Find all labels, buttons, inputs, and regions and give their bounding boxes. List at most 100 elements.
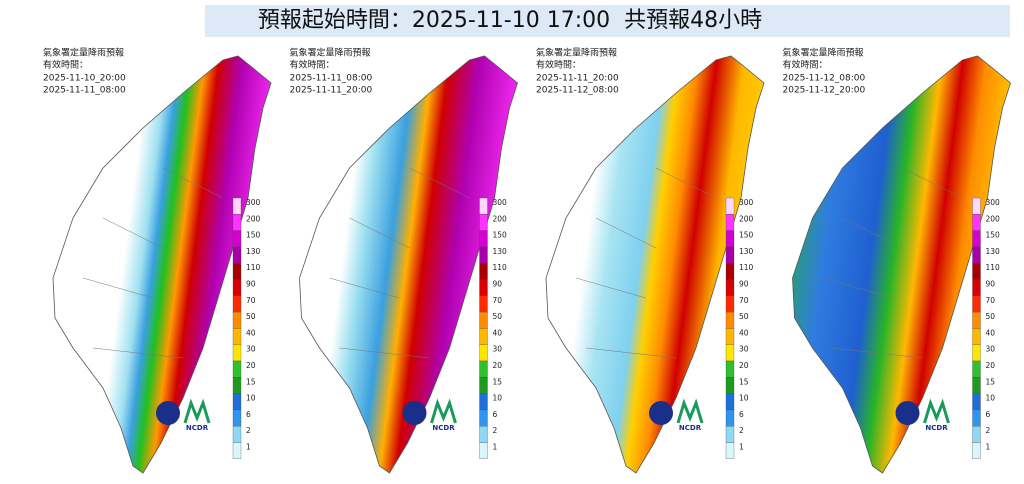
legend-swatch [232,214,242,231]
legend-label: 300 [986,198,1001,207]
legend-swatch [232,426,242,443]
legend-label: 90 [739,280,749,289]
legend-swatch [725,246,735,264]
legend-swatch [972,360,981,378]
valid-start: 2025-11-12_08:00 [783,74,866,84]
legend-swatch [479,279,488,296]
legend-swatch [972,279,981,296]
legend-swatch [232,328,242,345]
legend-label: 6 [739,410,744,419]
valid-start: 2025-11-10_20:00 [43,74,126,84]
legend-swatch [972,230,981,248]
legend-label: 90 [493,280,503,289]
header-title: 預報起始時間：2025-11-10 17:00 共預報48小時 [258,8,762,33]
legend-label: 130 [739,247,754,256]
legend-label: 20 [493,361,503,370]
legend-label: 70 [986,296,996,305]
legend-swatch [725,214,735,231]
legend-label: 70 [739,296,749,305]
legend-label: 150 [246,231,261,240]
legend-label: 300 [246,198,261,207]
legend-swatch [479,328,488,345]
legend-label: 200 [986,214,1001,223]
valid-end: 2025-11-11_20:00 [290,86,373,96]
legend-swatch [972,311,981,329]
legend-label: 1 [246,443,251,452]
taiwan-rainfall-map [299,55,518,474]
legend-label: 6 [246,410,251,419]
legend-label: 50 [493,312,503,321]
legend-label: 110 [493,263,508,272]
legend-swatch [479,344,488,362]
legend-swatch [479,295,488,313]
legend-swatch [232,377,242,394]
taiwan-rainfall-map [792,55,1011,474]
legend-swatch [232,344,242,362]
ncdr-logo-mark [430,398,457,424]
legend-swatch [725,344,735,362]
legend-label: 15 [986,377,996,386]
cwa-logo [895,401,920,425]
legend-swatch [479,263,488,280]
legend-label: 90 [246,280,256,289]
legend-label: 150 [986,231,1001,240]
legend-swatch [725,360,735,378]
legend-swatch [232,393,242,411]
valid-end: 2025-11-12_20:00 [783,86,866,96]
legend-label: 2 [986,426,991,435]
county-borders [82,167,224,359]
valid-end: 2025-11-11_08:00 [43,86,126,96]
legend-swatch [972,377,981,394]
legend-label: 10 [986,394,996,403]
legend-label: 70 [246,296,256,305]
legend-label: 30 [739,345,749,354]
valid-label: 有效時間： [783,59,828,71]
legend-label: 10 [493,394,503,403]
legend-swatch [232,230,242,248]
legend-label: 130 [246,247,261,256]
legend-swatch [232,442,242,459]
legend-label: 40 [246,328,256,337]
legend-swatch [725,328,735,345]
ncdr-logo-text: NCDR [186,424,209,432]
legend-swatch [232,311,242,329]
legend-label: 30 [246,345,256,354]
ncdr-logo-text: NCDR [679,424,702,432]
legend-swatch [479,426,488,443]
legend-label: 300 [493,198,508,207]
legend-swatch [972,328,981,345]
legend-label: 2 [246,426,251,435]
legend-label: 130 [493,247,508,256]
legend-label: 50 [739,312,749,321]
legend-label: 70 [493,296,503,305]
legend-swatch [725,393,735,411]
ncdr-logo-mark [676,398,704,424]
legend-label: 200 [246,214,261,223]
legend-swatch [972,197,981,215]
legend-swatch [725,377,735,394]
legend-label: 40 [986,328,996,337]
legend-label: 300 [739,198,754,207]
taiwan-rainfall-map [545,55,765,474]
legend-swatch [232,360,242,378]
legend-label: 150 [493,231,508,240]
legend-label: 1 [493,443,498,452]
legend-label: 40 [493,328,503,337]
legend-label: 2 [739,426,744,435]
legend-label: 30 [986,345,996,354]
legend-swatch [479,377,488,394]
legend-label: 40 [739,328,749,337]
legend-swatch [972,426,981,443]
legend-swatch [479,393,488,411]
valid-label: 有效時間： [290,59,335,71]
county-borders [822,167,963,359]
legend-label: 2 [493,426,498,435]
legend-swatch [725,279,735,296]
legend-swatch [479,409,488,427]
legend-swatch [232,246,242,264]
county-borders [329,167,470,359]
legend-label: 20 [246,361,256,370]
